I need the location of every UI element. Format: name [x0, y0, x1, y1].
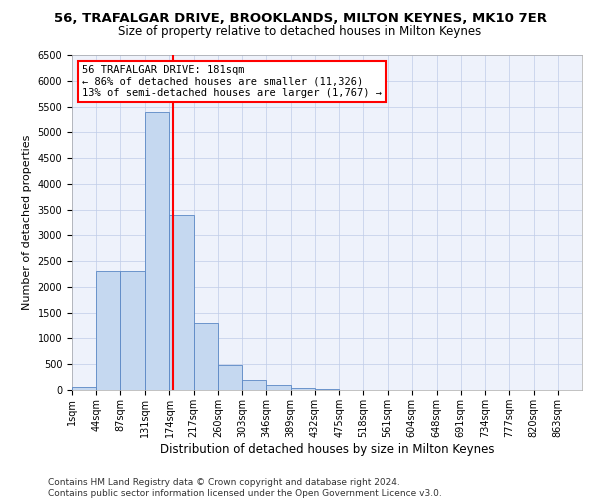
Text: Contains HM Land Registry data © Crown copyright and database right 2024.
Contai: Contains HM Land Registry data © Crown c…	[48, 478, 442, 498]
X-axis label: Distribution of detached houses by size in Milton Keynes: Distribution of detached houses by size …	[160, 442, 494, 456]
Bar	[72, 387, 96, 390]
Text: Size of property relative to detached houses in Milton Keynes: Size of property relative to detached ho…	[118, 25, 482, 38]
Text: 56, TRAFALGAR DRIVE, BROOKLANDS, MILTON KEYNES, MK10 7ER: 56, TRAFALGAR DRIVE, BROOKLANDS, MILTON …	[53, 12, 547, 26]
Bar	[169, 215, 194, 390]
Text: 56 TRAFALGAR DRIVE: 181sqm
← 86% of detached houses are smaller (11,326)
13% of : 56 TRAFALGAR DRIVE: 181sqm ← 86% of deta…	[82, 65, 382, 98]
Bar	[242, 380, 266, 390]
Bar	[121, 272, 145, 390]
Bar	[315, 389, 339, 390]
Y-axis label: Number of detached properties: Number of detached properties	[22, 135, 32, 310]
Bar	[145, 112, 169, 390]
Bar	[266, 386, 290, 390]
Bar	[194, 323, 218, 390]
Bar	[96, 272, 121, 390]
Bar	[290, 388, 315, 390]
Bar	[218, 366, 242, 390]
